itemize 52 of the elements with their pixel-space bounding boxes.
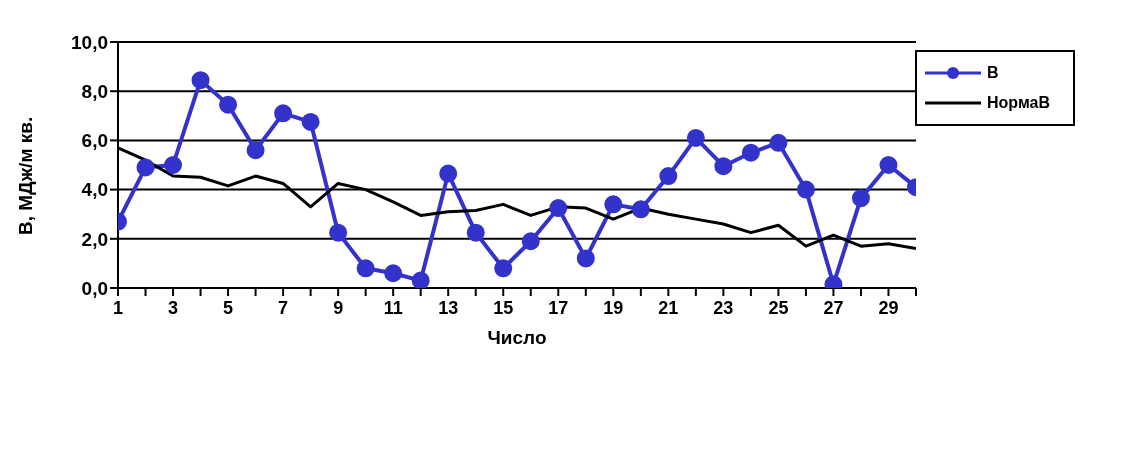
x-tick-label: 27 [823, 298, 844, 318]
point [631, 200, 650, 219]
point [714, 157, 733, 176]
point [576, 249, 595, 268]
x-tick-label: 15 [493, 298, 514, 318]
x-tick-label: 11 [383, 298, 403, 318]
point [604, 195, 623, 214]
x-tick-label: 29 [878, 298, 899, 318]
point [741, 143, 760, 162]
y-tick-label: 2,0 [81, 228, 108, 250]
point [329, 223, 348, 242]
point [494, 259, 513, 278]
legend-label: НормаВ [987, 94, 1050, 112]
point [384, 264, 403, 283]
y-tick-label: 6,0 [81, 130, 108, 152]
x-tick-label: 3 [168, 298, 179, 318]
point [851, 189, 870, 208]
point [356, 259, 375, 278]
point [879, 156, 898, 174]
x-tick-label: 17 [548, 298, 569, 318]
point [466, 223, 485, 242]
point [686, 128, 705, 147]
point [549, 199, 568, 218]
x-axis-title: Число [487, 327, 547, 348]
x-tick-label: 9 [333, 298, 344, 318]
point [191, 71, 210, 90]
point [164, 156, 183, 174]
x-tick-label: 21 [658, 298, 679, 318]
point [246, 141, 265, 160]
y-tick-label: 4,0 [81, 179, 108, 201]
y-tick-label: 10,0 [71, 31, 108, 53]
point [796, 180, 815, 199]
x-tick-label: 13 [438, 298, 459, 318]
point [659, 167, 678, 186]
point [301, 112, 320, 131]
point [411, 271, 430, 288]
y-tick-label: 8,0 [81, 80, 108, 102]
y-tick-label: 0,0 [81, 277, 108, 299]
legend-label: В [987, 64, 999, 82]
point [521, 232, 540, 251]
point [769, 133, 788, 152]
x-tick-label: 25 [768, 298, 789, 318]
x-tick-label: 19 [603, 298, 624, 318]
x-tick-label: 7 [278, 298, 289, 318]
y-axis-title: В, МДж/м кв. [14, 116, 36, 235]
point [439, 164, 458, 183]
point [219, 95, 238, 114]
point [274, 104, 293, 123]
x-tick-label: 23 [713, 298, 734, 318]
x-tick-label: 1 [112, 298, 124, 318]
x-tick-label: 5 [223, 298, 234, 318]
point [136, 158, 155, 177]
